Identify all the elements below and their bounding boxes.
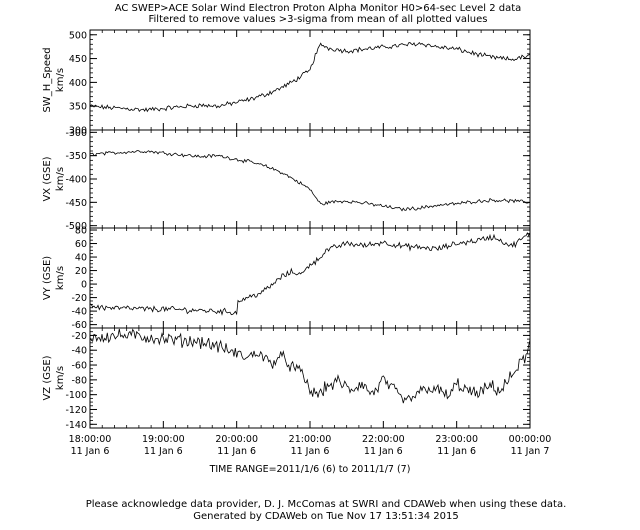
y-tick-label: -20 [71,331,87,342]
panel-frame [89,227,531,329]
y-axis-label: VZ (GSE) [42,355,53,400]
chart-title-line1: AC SWEP>ACE Solar Wind Electron Proton A… [115,3,522,14]
y-tick-label: 0 [81,280,87,291]
x-tick-time: 00:00:00 [509,434,552,445]
y-tick-label: -100 [65,390,87,401]
x-tick-date: 11 Jan 6 [437,446,476,457]
x-tick-time: 23:00:00 [435,434,478,445]
y-tick-label: 60 [75,239,87,250]
y-tick-label: -60 [71,361,87,372]
data-line [89,231,531,316]
panel-frame [89,129,531,229]
y-tick-label: -300 [65,128,87,139]
y-axis-units: km/s [55,366,66,390]
panel-3: -60 -40 -20 0 20 40 60 80 VY (GSE) km/s [42,226,531,331]
y-axis-label: VX (GSE) [42,156,53,201]
y-tick-label: -450 [65,198,87,209]
footer-generated: Generated by CDAWeb on Tue Nov 17 13:51:… [193,511,459,522]
x-tick-time: 21:00:00 [289,434,332,445]
x-tick-date: 11 Jan 6 [217,446,256,457]
y-tick-label: -60 [71,320,87,331]
y-tick-label: -350 [65,151,87,162]
y-axis-units: km/s [55,68,66,92]
footer-acknowledgement: Please acknowledge data provider, D. J. … [86,499,567,510]
y-tick-label: 400 [69,78,87,89]
chart-title-line2: Filtered to remove values >3-sigma from … [149,14,488,25]
x-tick-date: 11 Jan 6 [291,446,330,457]
y-tick-label: -40 [71,307,87,318]
panel-1: 300 350 400 450 500 SW_H_Speed km/s [42,29,531,137]
x-tick-date: 11 Jan 6 [144,446,183,457]
y-axis-label: VY (GSE) [42,256,53,300]
y-tick-label: -80 [71,375,87,386]
x-tick-time: 18:00:00 [69,434,112,445]
y-tick-label: 40 [75,253,87,264]
y-tick-label: -400 [65,175,87,186]
y-tick-label: 450 [69,54,87,65]
x-tick-time: 20:00:00 [215,434,258,445]
data-line [89,41,531,113]
y-tick-label: -40 [71,346,87,357]
y-tick-label: 20 [75,266,87,277]
y-axis-units: km/s [55,167,66,191]
y-tick-label: -120 [65,405,87,416]
y-axis-units: km/s [55,266,66,290]
y-tick-label: -20 [71,293,87,304]
x-tick-time: 19:00:00 [142,434,185,445]
y-tick-label: -500 [65,221,87,232]
x-tick-date: 11 Jan 6 [71,446,110,457]
y-tick-label: 350 [69,102,87,113]
panel-frame [89,327,531,429]
y-axis-label: SW_H_Speed [42,47,53,112]
panel-4: -140 -120 -100 -80 -60 -40 -20 VZ (GSE) km/s [42,327,531,431]
y-tick-label: 80 [75,226,87,237]
x-tick-date: 11 Jan 7 [511,446,550,457]
panel-2: -500 -450 -400 -350 -300 VX (GSE) km/s [42,128,531,232]
x-tick-time: 22:00:00 [362,434,405,445]
data-line [89,150,531,212]
y-tick-label: 500 [69,30,87,41]
time-range-label: TIME RANGE=2011/1/6 (6) to 2011/1/7 (7) [209,464,411,475]
y-tick-label: 300 [69,126,87,137]
data-line [89,328,531,404]
y-tick-label: -140 [65,420,87,431]
panel-frame [89,29,531,131]
x-tick-date: 11 Jan 6 [364,446,403,457]
